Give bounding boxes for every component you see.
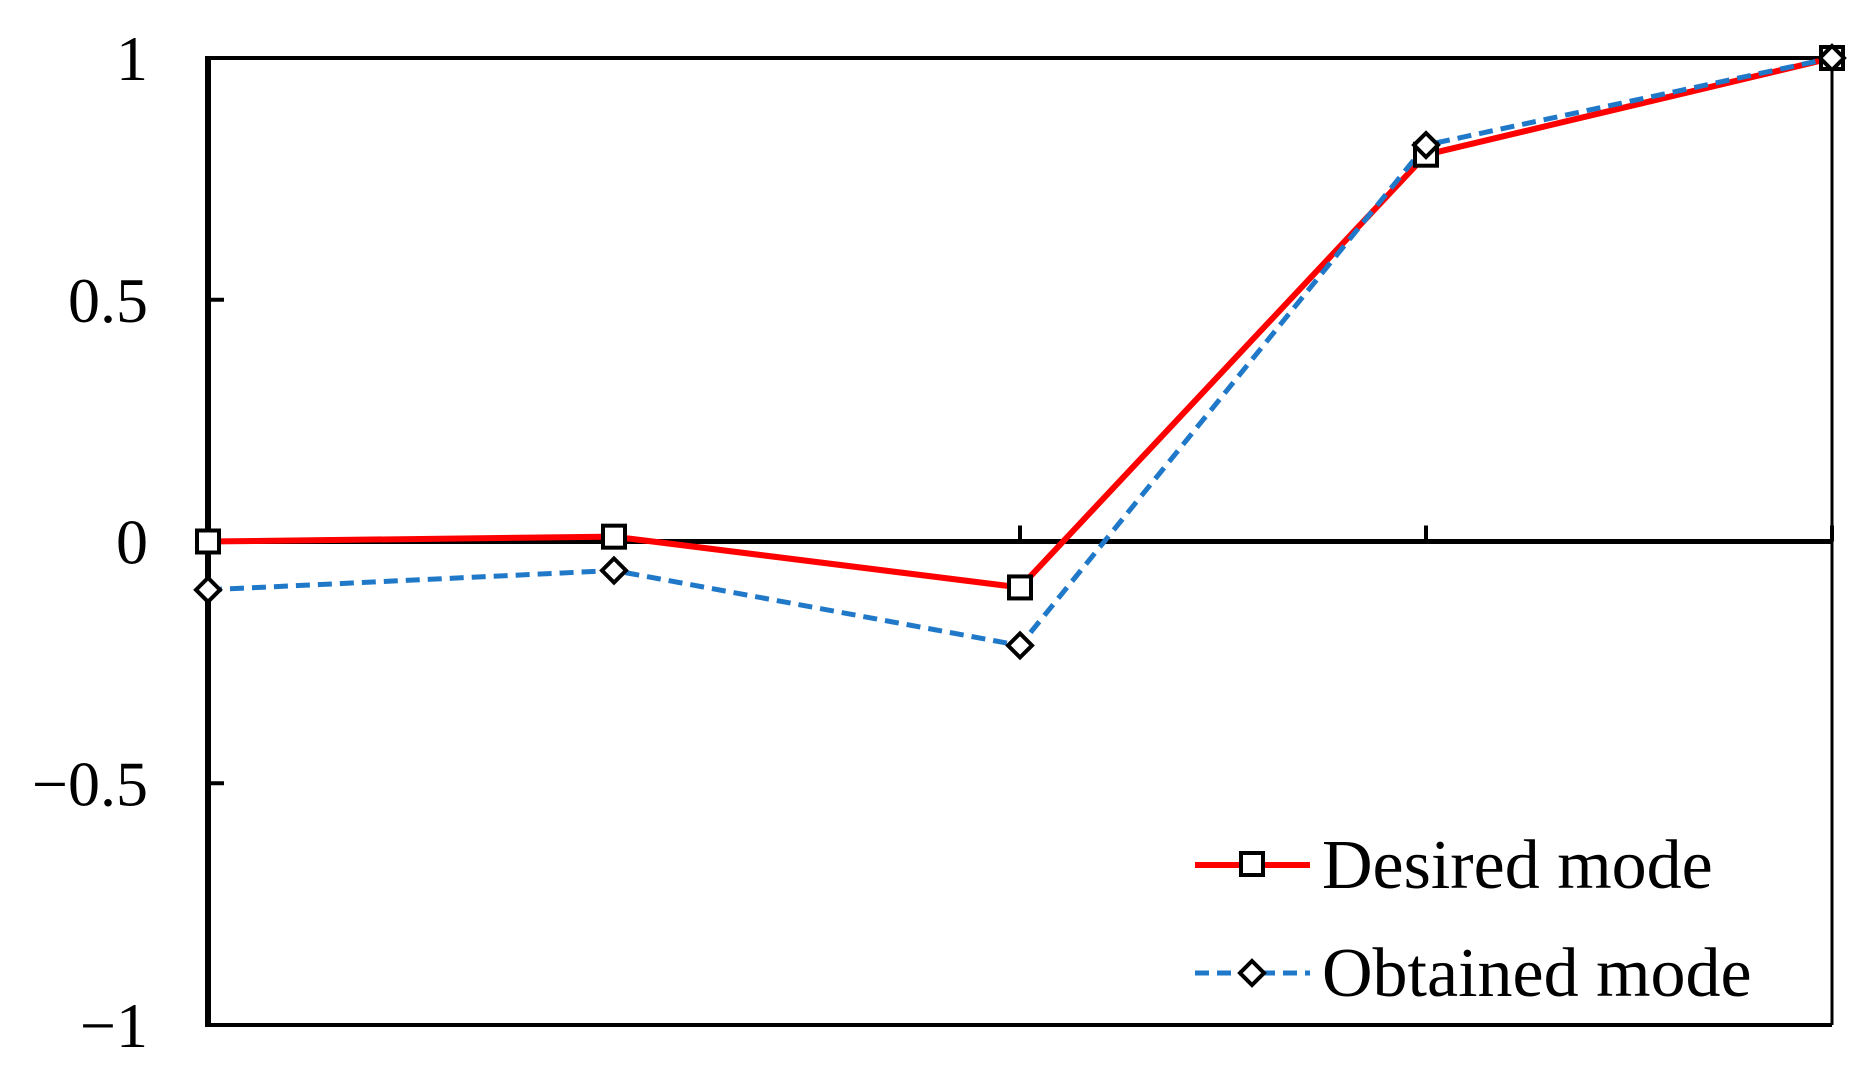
legend: Desired mode Obtained mode <box>1195 827 1752 1012</box>
obtained-point <box>1817 43 1847 73</box>
desired-point <box>1007 574 1033 601</box>
y-tick-label: 0.5 <box>68 265 148 336</box>
desired-point <box>195 528 221 555</box>
obtained-point <box>1411 130 1441 160</box>
obtained-point <box>599 555 629 586</box>
y-tick-label: 1 <box>116 23 148 94</box>
obtained-point <box>1005 630 1035 661</box>
y-axis: 1 0.5 0 −0.5 −1 <box>32 23 224 1061</box>
legend-marker-desired <box>1239 851 1265 877</box>
legend-label-desired: Desired mode <box>1322 827 1713 904</box>
series-line-obtained <box>207 55 1833 648</box>
obtained-point <box>193 575 223 605</box>
series-line-desired <box>207 55 1833 591</box>
desired-point <box>601 523 627 550</box>
legend-marker-obtained <box>1237 958 1267 988</box>
y-tick-label: 0 <box>116 507 148 578</box>
y-tick-label: −1 <box>80 990 148 1061</box>
series-layer <box>193 43 1847 661</box>
y-tick-label: −0.5 <box>32 748 148 819</box>
legend-label-obtained: Obtained mode <box>1322 935 1752 1012</box>
